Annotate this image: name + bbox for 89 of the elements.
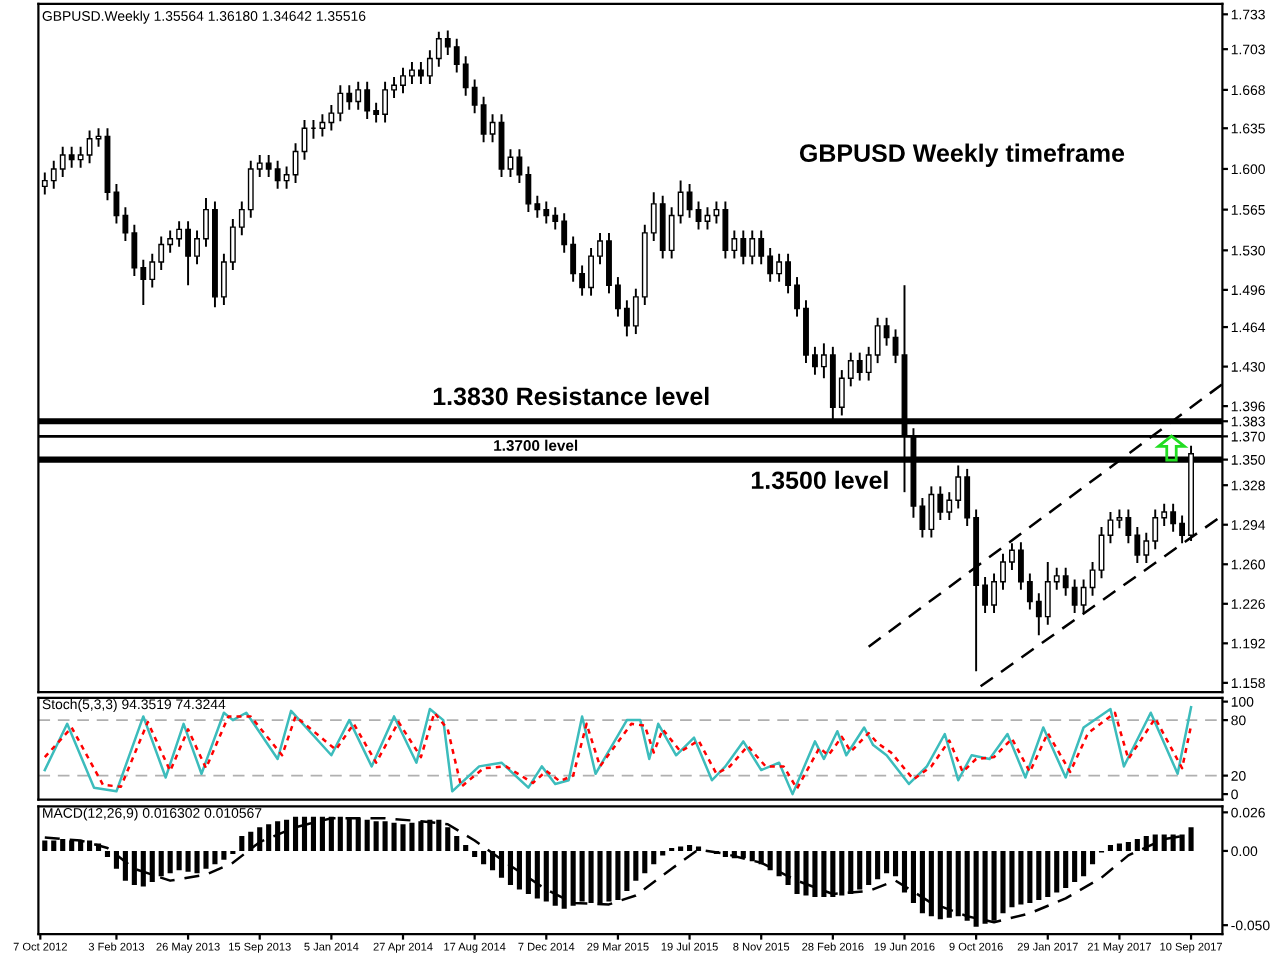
bar xyxy=(758,850,764,865)
bar xyxy=(51,840,57,851)
bar xyxy=(1188,827,1194,851)
bar xyxy=(481,850,487,865)
bar xyxy=(1125,842,1131,851)
bar xyxy=(830,850,836,897)
bar xyxy=(248,831,254,851)
bar xyxy=(1170,834,1176,851)
bar xyxy=(445,827,451,851)
bar xyxy=(1134,839,1140,851)
bar xyxy=(149,850,155,883)
bar xyxy=(1036,850,1042,900)
bar xyxy=(239,836,245,851)
bar xyxy=(875,850,881,880)
bar xyxy=(534,850,540,899)
bar xyxy=(848,850,854,894)
candlestick xyxy=(86,129,93,165)
bar xyxy=(1143,836,1149,851)
bar xyxy=(1152,834,1158,851)
bar xyxy=(266,824,272,851)
bar xyxy=(570,850,576,906)
bar xyxy=(1161,834,1167,851)
bar xyxy=(463,845,469,851)
bar xyxy=(928,850,934,917)
bar xyxy=(131,850,137,886)
candlestick xyxy=(480,95,487,144)
bar xyxy=(687,845,693,851)
ref-line-label: 1.3500 level xyxy=(751,470,888,490)
bar xyxy=(140,850,146,887)
bar xyxy=(776,850,782,877)
bar xyxy=(884,850,890,874)
ref-line-label: 1.3830 Resistance level xyxy=(433,386,709,406)
bar xyxy=(1116,843,1122,851)
bar xyxy=(1072,850,1078,883)
bar xyxy=(1081,850,1087,877)
bar xyxy=(651,850,657,865)
bar xyxy=(839,850,845,896)
bar xyxy=(857,850,863,890)
candlestick xyxy=(686,183,693,219)
bar xyxy=(946,850,952,918)
bar xyxy=(722,850,728,857)
bar xyxy=(1063,850,1069,889)
annotation: GBPUSD Weekly timeframe xyxy=(799,143,1125,167)
bar xyxy=(624,850,630,892)
bar xyxy=(919,850,925,914)
bar xyxy=(78,840,84,851)
candlestick xyxy=(722,200,729,260)
bar xyxy=(821,850,827,897)
bar xyxy=(1089,850,1096,865)
bar xyxy=(1027,850,1033,903)
bar xyxy=(525,850,531,894)
bar xyxy=(104,850,111,857)
bar xyxy=(516,850,522,890)
bar xyxy=(454,836,460,851)
bar xyxy=(176,850,182,871)
bar xyxy=(257,827,263,851)
bar xyxy=(60,839,66,851)
bar xyxy=(472,850,478,857)
bar xyxy=(633,850,639,881)
bar xyxy=(901,850,908,893)
bar xyxy=(1107,845,1114,851)
bar xyxy=(158,850,164,877)
bar xyxy=(1054,850,1060,893)
bar xyxy=(69,840,75,851)
bar xyxy=(167,850,173,874)
bar xyxy=(749,850,755,862)
bar xyxy=(731,850,737,859)
bar xyxy=(561,850,567,909)
bar xyxy=(543,850,549,902)
bar xyxy=(767,850,773,871)
bar xyxy=(364,819,370,851)
bar xyxy=(955,850,961,917)
bar xyxy=(910,850,917,903)
bar xyxy=(507,850,514,886)
bar xyxy=(498,850,505,878)
bar xyxy=(490,850,496,871)
bar xyxy=(552,850,558,906)
bar xyxy=(87,840,93,851)
bar xyxy=(642,850,648,874)
bar xyxy=(95,843,102,851)
bar xyxy=(892,850,899,877)
bar xyxy=(113,850,119,869)
candlestick xyxy=(319,113,326,138)
bar xyxy=(1045,850,1051,897)
bar xyxy=(122,850,128,881)
candlestick xyxy=(1116,508,1123,530)
bar xyxy=(866,850,872,886)
bar xyxy=(579,850,585,902)
bar xyxy=(740,850,746,859)
